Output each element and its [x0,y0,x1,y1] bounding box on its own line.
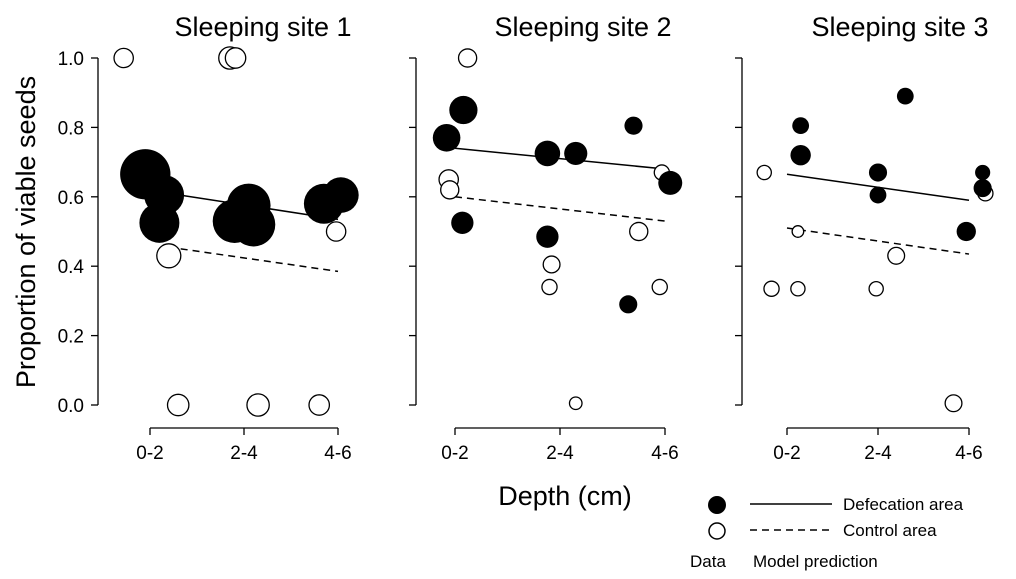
defecation-point [536,225,559,248]
control-point [868,281,884,297]
control-point [651,278,668,296]
legend-defecation-marker [708,496,726,514]
control-point [791,225,805,238]
panel-title: Sleeping site 1 [174,12,351,42]
defecation-point [790,144,811,166]
control-point [944,394,963,413]
panels: Sleeping site 1 0.0 0.2 0.4 0.6 0.8 1.0 0-2 2-4 4… [58,12,994,464]
x-tick-label: 2-4 [230,443,258,464]
defecation-point [534,140,561,167]
y-tick-label: 0.6 [58,188,84,209]
control-model-line [454,196,666,222]
x-tick-label: 0-2 [773,443,800,464]
defecation-point [322,177,359,213]
y-tick-label: 0.8 [58,118,84,139]
legend-control-marker [708,522,726,540]
x-tick-label: 0-2 [136,443,163,464]
defecation-point [792,117,810,135]
x-axis-label: Depth (cm) [498,481,632,511]
x-tick-label: 4-6 [651,443,678,464]
defecation-point [139,202,180,243]
control-point [756,164,772,181]
defecation-model-line [454,147,666,170]
control-point [763,280,780,297]
control-point [790,281,806,297]
panel-title: Sleeping site 3 [811,12,988,42]
control-point [325,221,347,242]
control-point [541,278,558,296]
defecation-point [975,164,991,181]
control-point [568,396,583,411]
x-tick-label: 0-2 [441,443,468,464]
defecation-point [619,295,638,314]
defecation-point [449,95,478,125]
panel-2: Sleeping site 2 0-2 2-4 4-6 [409,12,683,464]
defecation-point [451,211,474,234]
y-axis-label: Proportion of viable seeds [11,76,41,388]
defecation-point [432,124,461,152]
defecation-point [869,186,887,204]
panel-1: Sleeping site 1 0.0 0.2 0.4 0.6 0.8 1.0 0-2 2-4 4… [58,12,359,464]
y-tick-label: 1.0 [58,49,84,70]
legend: Defecation area Control area Data Model … [690,495,964,571]
y-tick-label: 0.2 [58,327,84,348]
defecation-point [564,141,588,166]
defecation-point [624,116,643,135]
x-tick-label: 2-4 [546,443,574,464]
legend-control-label: Control area [843,521,937,540]
x-tick-label: 4-6 [324,443,351,464]
control-point [166,393,190,417]
defecation-point [973,179,992,198]
control-point [887,246,906,265]
defecation-point [658,170,683,195]
control-point [113,47,134,69]
control-point [457,48,478,68]
y-tick-label: 0.0 [58,396,84,417]
legend-model-label: Model prediction [753,552,878,571]
x-tick-label: 4-6 [955,443,982,464]
x-tick-label: 2-4 [864,443,892,464]
legend-defecation-label: Defecation area [843,495,964,514]
panel-3: Sleeping site 3 0-2 2-4 4-6 [735,12,994,464]
control-point [156,243,182,269]
defecation-point [231,202,276,247]
legend-data-label: Data [690,552,726,571]
defecation-point [956,221,976,242]
control-point [542,255,561,274]
control-point [224,47,247,69]
y-tick-label: 0.4 [58,257,85,278]
defecation-point [896,87,914,105]
control-model-line [786,227,970,255]
control-point [308,394,331,416]
control-model-line [168,246,339,273]
control-point [246,393,270,417]
defecation-point [868,163,888,182]
control-point [629,221,649,242]
control-point [440,180,460,200]
panel-title: Sleeping site 2 [494,12,671,42]
